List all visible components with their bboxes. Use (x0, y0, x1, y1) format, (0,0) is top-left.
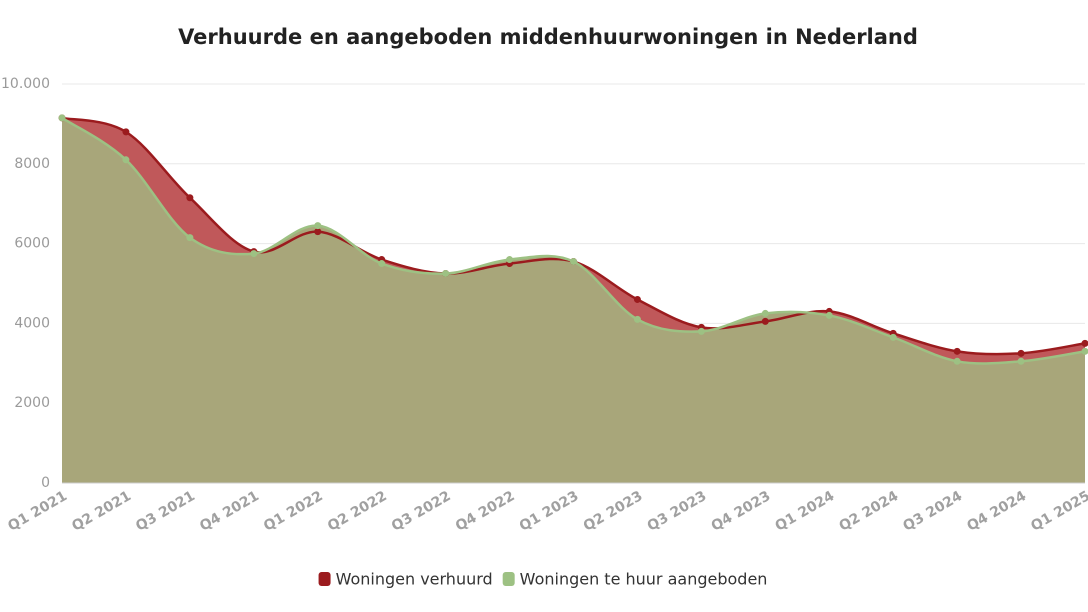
point (58, 114, 66, 122)
x-tick-label: Q3 2021 (133, 488, 198, 535)
y-tick-label: 10.000 (1, 76, 50, 92)
y-tick-label: 2000 (14, 395, 50, 411)
y-tick-label: 6000 (14, 236, 50, 252)
point (761, 317, 769, 325)
x-tick-label: Q1 2023 (517, 488, 582, 535)
x-tick-label: Q3 2022 (389, 488, 454, 535)
legend-label: Woningen te huur aangeboden (520, 570, 768, 589)
x-tick-label: Q1 2022 (261, 488, 326, 535)
chart-title: Verhuurde en aangeboden middenhuurwoning… (178, 25, 918, 49)
point (1081, 347, 1088, 355)
point (122, 128, 130, 136)
x-tick-label: Q3 2023 (645, 488, 710, 535)
point (250, 250, 258, 258)
point (314, 222, 322, 230)
y-tick-label: 8000 (14, 156, 50, 172)
point (825, 311, 833, 319)
area (62, 117, 1085, 483)
x-tick-label: Q4 2022 (453, 488, 518, 535)
point (186, 234, 194, 242)
x-tick-label: Q4 2024 (964, 488, 1029, 535)
point (570, 258, 577, 266)
legend-swatch (318, 572, 331, 586)
point (633, 295, 641, 303)
y-tick-label: 0 (41, 475, 50, 491)
point (186, 194, 194, 202)
legend-label: Woningen verhuurd (336, 570, 493, 589)
x-tick-label: Q4 2023 (709, 488, 774, 535)
point (633, 315, 641, 323)
x-tick-label: Q1 2025 (1028, 488, 1088, 535)
x-tick-label: Q2 2021 (69, 488, 134, 535)
point (953, 347, 961, 355)
x-tick-label: Q2 2024 (836, 488, 901, 535)
legend: Woningen verhuurd Woningen te huur aangeb… (318, 570, 768, 589)
point (378, 260, 386, 268)
legend-swatch (502, 572, 515, 586)
point (697, 327, 705, 335)
y-tick-label: 4000 (14, 315, 50, 331)
point (314, 228, 322, 236)
point (1017, 357, 1025, 365)
point (761, 309, 769, 317)
x-tick-label: Q1 2024 (773, 488, 838, 535)
point (442, 270, 450, 278)
x-tick-label: Q2 2023 (581, 488, 646, 535)
point (506, 256, 514, 264)
point (1081, 339, 1088, 347)
x-tick-label: Q3 2024 (900, 488, 965, 535)
point (1017, 349, 1025, 357)
point (889, 333, 897, 341)
x-tick-label: Q1 2021 (5, 488, 70, 535)
point (953, 357, 961, 365)
x-tick-label: Q2 2022 (325, 488, 390, 535)
x-tick-label: Q4 2021 (197, 488, 262, 535)
point (122, 156, 130, 164)
